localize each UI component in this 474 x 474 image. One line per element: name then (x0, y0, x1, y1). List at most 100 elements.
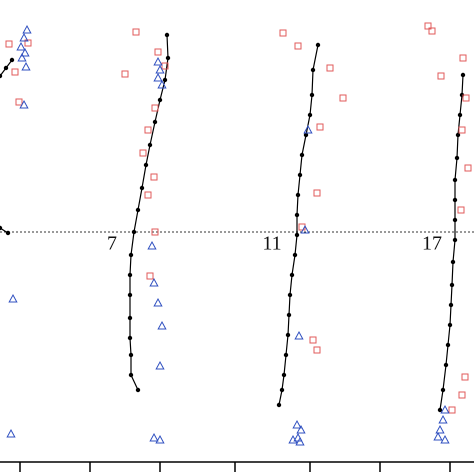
point (151, 228, 159, 236)
point (164, 32, 170, 38)
point (460, 72, 466, 78)
point (309, 336, 317, 344)
point (450, 259, 456, 265)
point (452, 217, 458, 223)
point (292, 252, 298, 258)
point (152, 119, 158, 125)
point (285, 332, 291, 338)
point (289, 272, 295, 278)
point (127, 315, 133, 321)
point (155, 360, 165, 370)
point (294, 330, 304, 340)
point (161, 62, 169, 70)
point (128, 372, 134, 378)
point (276, 402, 282, 408)
point (458, 391, 466, 399)
point (0, 73, 3, 79)
point (286, 312, 292, 318)
point (299, 152, 305, 158)
point (3, 65, 9, 71)
point (295, 192, 301, 198)
point (15, 98, 23, 106)
point (294, 42, 302, 50)
point (143, 162, 149, 168)
point (457, 112, 463, 118)
point (303, 124, 313, 134)
point (153, 72, 163, 82)
point (121, 70, 129, 78)
point (127, 335, 133, 341)
point (153, 56, 163, 66)
point (279, 387, 285, 393)
point (16, 41, 26, 51)
point (5, 40, 13, 48)
point (455, 132, 461, 138)
point (9, 57, 15, 63)
point (279, 29, 287, 37)
point (295, 436, 305, 446)
point (22, 24, 32, 34)
point (294, 212, 300, 218)
point (154, 48, 162, 56)
point (149, 277, 159, 287)
point (454, 155, 460, 161)
point (132, 28, 140, 36)
line (0, 34, 464, 411)
point (445, 342, 451, 348)
point (155, 434, 165, 444)
point (300, 224, 310, 234)
point (24, 39, 32, 47)
point (144, 126, 152, 134)
point (139, 185, 145, 191)
point (128, 252, 134, 258)
point (457, 206, 465, 214)
point (157, 320, 167, 330)
point (424, 22, 432, 30)
point (131, 229, 137, 235)
point (437, 72, 445, 80)
point (149, 432, 159, 442)
point (435, 424, 445, 434)
point (443, 362, 449, 368)
point (147, 142, 153, 148)
point (19, 99, 29, 109)
point (452, 237, 458, 243)
point (128, 352, 134, 358)
point (449, 282, 455, 288)
point (452, 177, 458, 183)
annotation: 11 (262, 233, 281, 255)
point (17, 52, 27, 62)
point (153, 297, 163, 307)
point (165, 55, 171, 61)
point (292, 419, 302, 429)
point (448, 302, 454, 308)
point (448, 406, 456, 414)
point (462, 94, 470, 102)
point (313, 189, 321, 197)
point (135, 387, 141, 393)
point (157, 79, 167, 89)
point (452, 197, 458, 203)
point (296, 424, 306, 434)
point (440, 434, 450, 444)
point (139, 149, 147, 157)
point (297, 172, 303, 178)
point (151, 104, 159, 112)
point (339, 94, 347, 102)
point (144, 191, 152, 199)
point (326, 64, 334, 72)
point (157, 97, 163, 103)
point (438, 414, 448, 424)
point (0, 225, 3, 231)
point (307, 112, 313, 118)
point (459, 54, 467, 62)
point (162, 77, 168, 83)
point (127, 292, 133, 298)
point (294, 232, 300, 238)
point (281, 372, 287, 378)
point (287, 292, 293, 298)
point (309, 92, 315, 98)
point (146, 272, 154, 280)
point (437, 407, 443, 413)
